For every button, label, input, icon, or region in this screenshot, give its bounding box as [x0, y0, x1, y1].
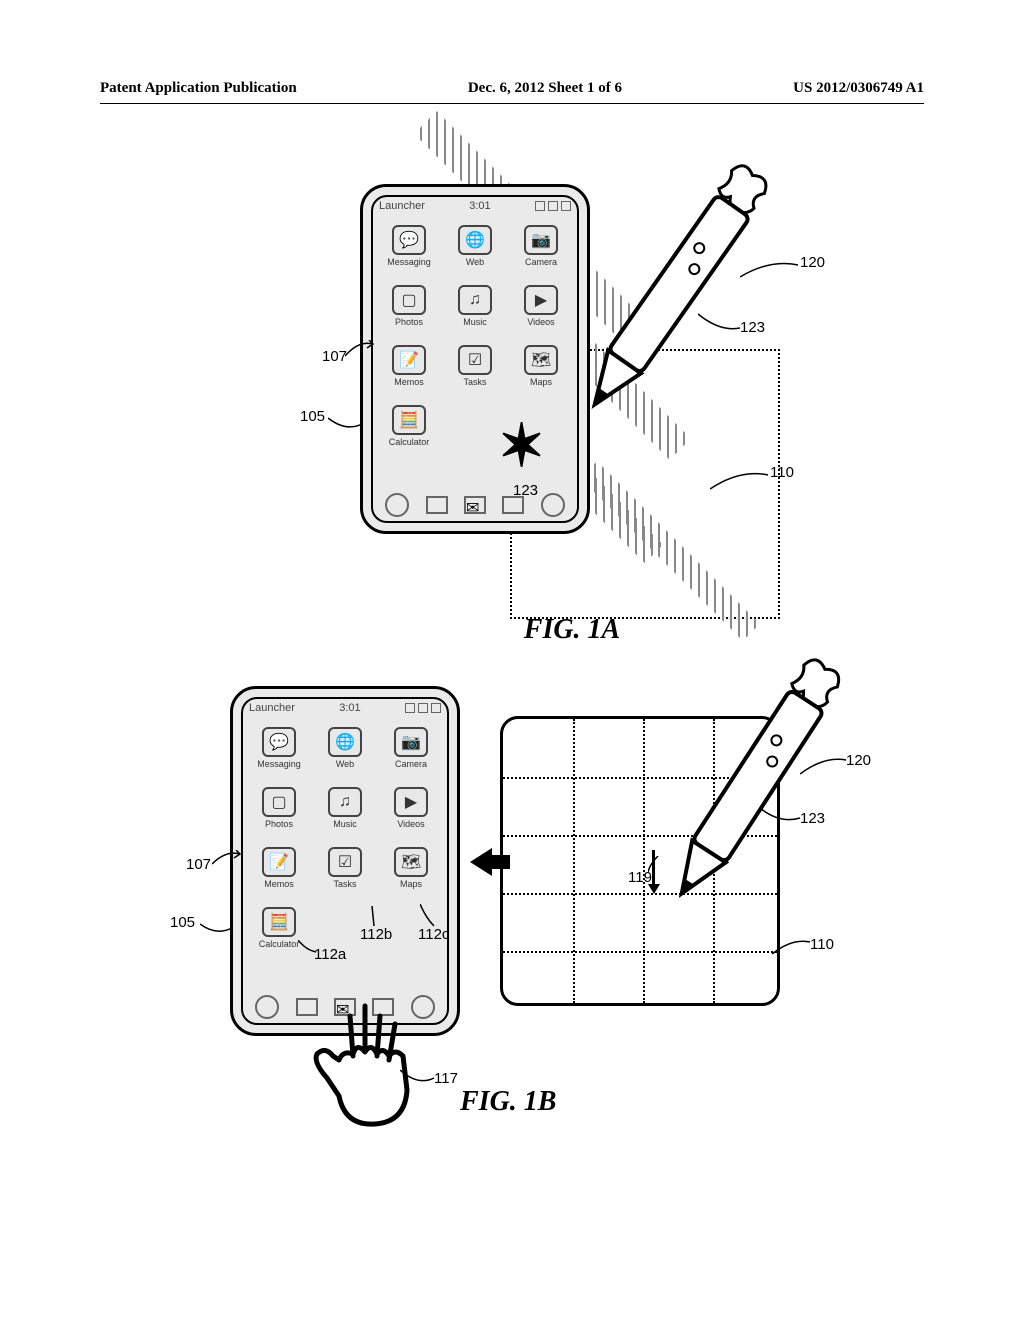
app-videos[interactable]: ▶Videos [381, 779, 441, 837]
app-photos[interactable]: ▢Photos [379, 277, 439, 335]
header-right: US 2012/0306749 A1 [793, 80, 924, 97]
dock-contacts-icon[interactable] [426, 496, 448, 514]
app-label: Calculator [259, 939, 300, 949]
app-music[interactable]: ♫Music [445, 277, 505, 335]
dock-browser-icon[interactable] [541, 493, 565, 517]
app-label: Memos [394, 377, 424, 387]
dock-phone-icon[interactable] [385, 493, 409, 517]
app-label: Memos [264, 879, 294, 889]
app-label: Tasks [463, 377, 486, 387]
app-label: Calculator [389, 437, 430, 447]
dock-mail-icon[interactable]: ✉ [464, 496, 486, 514]
header-left: Patent Application Publication [100, 80, 297, 97]
app-tasks[interactable]: ☑Tasks [445, 337, 505, 395]
dock: ✉ [373, 489, 577, 521]
ref-123: 123 [513, 482, 538, 499]
leader-line [200, 918, 234, 940]
ref-112a: 112a [314, 946, 346, 963]
app-music[interactable]: ♫Music [315, 779, 375, 837]
app-label: Web [466, 257, 484, 267]
leader-line [345, 340, 375, 362]
statusbar-title: Launcher [379, 200, 425, 212]
leader-line [368, 906, 382, 928]
statusbar-time: 3:01 [469, 200, 490, 212]
leader-line [328, 412, 364, 436]
statusbar-time: 3:01 [339, 702, 360, 714]
leader-line [740, 259, 800, 289]
ref-107: 107 [186, 856, 211, 873]
leader-line [772, 938, 812, 960]
app-tasks[interactable]: ☑Tasks [315, 839, 375, 897]
app-photos[interactable]: ▢Photos [249, 779, 309, 837]
figure-1a: Launcher 3:01 💬Messaging 🌐Web 📷Cam [100, 144, 924, 644]
app-memos[interactable]: 📝Memos [379, 337, 439, 395]
ref-112c: 112c [418, 926, 449, 943]
ref-120: 120 [800, 254, 825, 271]
app-messaging[interactable]: 💬Messaging [379, 217, 439, 275]
leader-line [648, 856, 664, 874]
app-memos[interactable]: 📝Memos [249, 839, 309, 897]
ref-105: 105 [170, 914, 195, 931]
app-label: Web [336, 759, 354, 769]
ref-123: 123 [740, 319, 765, 336]
app-web[interactable]: 🌐Web [445, 217, 505, 275]
app-web[interactable]: 🌐Web [315, 719, 375, 777]
battery-icon [431, 703, 441, 713]
fig1b-phone: Launcher 3:01 💬Messaging 🌐Web 📷Cam [230, 686, 460, 1036]
leader-line [298, 940, 318, 956]
leader-line [760, 804, 802, 828]
figure-1b-caption: FIG. 1B [460, 1086, 556, 1118]
app-label: Videos [397, 819, 424, 829]
ref-105: 105 [300, 408, 325, 425]
app-maps[interactable]: 🗺Maps [381, 839, 441, 897]
app-label: Photos [395, 317, 423, 327]
leader-line [710, 469, 770, 499]
leader-line [212, 850, 242, 872]
leader-line [400, 1068, 436, 1088]
app-label: Messaging [257, 759, 301, 769]
app-label: Camera [395, 759, 427, 769]
ref-117: 117 [434, 1070, 458, 1087]
leader-line [698, 310, 742, 336]
leader-line [420, 904, 440, 928]
signal-icon [418, 703, 428, 713]
ref-123: 123 [800, 810, 825, 827]
ref-120: 120 [846, 752, 871, 769]
stylus [530, 149, 830, 479]
wifi-icon [405, 703, 415, 713]
statusbar-title: Launcher [249, 702, 295, 714]
leader-line [800, 756, 848, 780]
app-label: Tasks [333, 879, 356, 889]
figure-1b: Launcher 3:01 💬Messaging 🌐Web 📷Cam [100, 656, 924, 1156]
app-label: Photos [265, 819, 293, 829]
app-label: Music [463, 317, 487, 327]
page-header: Patent Application Publication Dec. 6, 2… [100, 80, 924, 104]
app-calculator[interactable]: 🧮Calculator [379, 397, 439, 455]
dock-phone-icon[interactable] [255, 995, 279, 1019]
ref-112b: 112b [360, 926, 392, 943]
ref-110: 110 [810, 936, 834, 953]
statusbar: Launcher 3:01 [243, 699, 447, 717]
app-label: Messaging [387, 257, 431, 267]
app-label: Music [333, 819, 357, 829]
header-center: Dec. 6, 2012 Sheet 1 of 6 [468, 80, 622, 97]
app-label: Maps [400, 879, 422, 889]
transfer-arrow-left [470, 848, 510, 876]
ref-110: 110 [770, 464, 794, 481]
app-messaging[interactable]: 💬Messaging [249, 719, 309, 777]
ref-107: 107 [322, 348, 347, 365]
app-camera[interactable]: 📷Camera [381, 719, 441, 777]
